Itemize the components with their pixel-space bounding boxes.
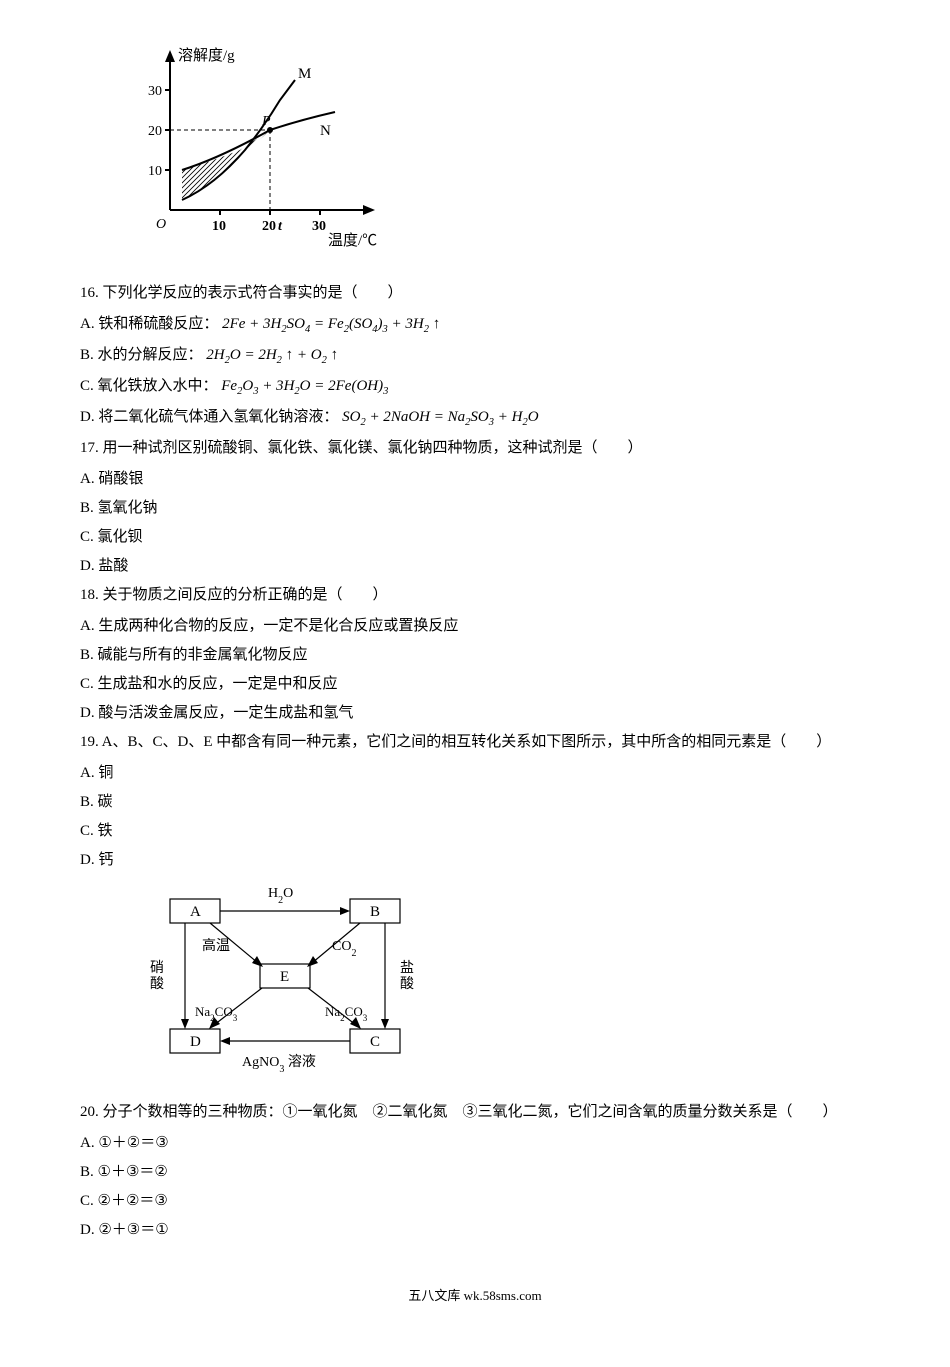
q17-optA: A. 硝酸银 <box>80 466 870 493</box>
edge-bc-label-2: 酸 <box>400 976 414 992</box>
q17-stem: 17. 用一种试剂区别硫酸铜、氯化铁、氯化镁、氯化钠四种物质，这种试剂是（ ） <box>80 435 870 462</box>
q16-optB-prefix: B. 水的分解反应： <box>80 347 203 363</box>
node-d-label: D <box>190 1034 201 1050</box>
curve-n <box>182 112 335 170</box>
footer: 五八文库 wk.58sms.com <box>80 1284 870 1307</box>
q19-optD: D. 钙 <box>80 847 870 874</box>
ylabel: 溶解度/g <box>178 47 235 64</box>
q17-optB: B. 氢氧化钠 <box>80 495 870 522</box>
q20-optA: A. ①＋②＝③ <box>80 1130 870 1157</box>
q20-optD: D. ②＋③＝① <box>80 1217 870 1244</box>
node-e-label: E <box>280 969 289 985</box>
q16-optA-prefix: A. 铁和稀硫酸反应： <box>80 316 218 332</box>
q20-optB: B. ①＋③＝② <box>80 1159 870 1186</box>
q20-optC: C. ②＋②＝③ <box>80 1188 870 1215</box>
label-m: M <box>298 66 311 82</box>
q16-optC-formula: Fe2O3 + 3H2O = 2Fe(OH)3 <box>221 378 388 394</box>
q16-optD-prefix: D. 将二氧化硫气体通入氢氧化钠溶液： <box>80 409 338 425</box>
edge-cd-label: AgNO3 溶液 <box>242 1054 316 1075</box>
x-axis-arrow <box>363 205 375 215</box>
edge-be-label: CO2 <box>332 939 356 959</box>
q17-optC: C. 氯化钡 <box>80 524 870 551</box>
q20-stem: 20. 分子个数相等的三种物质：①一氧化氮 ②二氧化氮 ③三氧化二氮，它们之间含… <box>80 1099 870 1126</box>
q19-stem: 19. A、B、C、D、E 中都含有同一种元素，它们之间的相互转化关系如下图所示… <box>80 729 870 756</box>
edge-ae-label: 高温 <box>202 937 230 954</box>
q18-optA: A. 生成两种化合物的反应，一定不是化合反应或置换反应 <box>80 613 870 640</box>
node-b-label: B <box>370 904 380 920</box>
q16-optB-formula: 2H2O = 2H2 ↑ + O2 ↑ <box>206 347 338 363</box>
xtick-30: 30 <box>312 219 326 234</box>
q18-stem: 18. 关于物质之间反应的分析正确的是（ ） <box>80 582 870 609</box>
label-n: N <box>320 123 331 139</box>
edge-ab-label: H2O <box>268 886 293 906</box>
q16-stem: 16. 下列化学反应的表示式符合事实的是（ ） <box>80 280 870 307</box>
xlabel: 温度/℃ <box>328 232 377 249</box>
q16-optA: A. 铁和稀硫酸反应： 2Fe + 3H2SO4 = Fe2(SO4)3 + 3… <box>80 311 870 340</box>
origin-label: O <box>156 217 166 232</box>
q16-optD-formula: SO2 + 2NaOH = Na2SO3 + H2O <box>342 409 538 425</box>
edge-bc-label-1: 盐 <box>400 960 414 976</box>
q19-optB: B. 碳 <box>80 789 870 816</box>
q16-optC: C. 氧化铁放入水中： Fe2O3 + 3H2O = 2Fe(OH)3 <box>80 373 870 402</box>
q16-optC-prefix: C. 氧化铁放入水中： <box>80 378 218 394</box>
ytick-20: 20 <box>148 124 162 139</box>
solubility-chart: 10 20 30 10 20 t 30 O M N <box>120 40 870 260</box>
transformation-diagram: A B E D C H2O 高温 CO2 硝 酸 <box>140 884 870 1089</box>
q16-optB: B. 水的分解反应： 2H2O = 2H2 ↑ + O2 ↑ <box>80 342 870 371</box>
edge-ad-label-2: 酸 <box>150 976 164 992</box>
q19-optC: C. 铁 <box>80 818 870 845</box>
xtick-20: 20 <box>262 219 276 234</box>
edge-ad-label-1: 硝 <box>150 960 164 976</box>
label-p: P <box>261 114 271 129</box>
ytick-10: 10 <box>148 164 162 179</box>
q18-optB: B. 碱能与所有的非金属氧化物反应 <box>80 642 870 669</box>
xtick-10: 10 <box>212 219 226 234</box>
q17-optD: D. 盐酸 <box>80 553 870 580</box>
q16-optA-formula: 2Fe + 3H2SO4 = Fe2(SO4)3 + 3H2 ↑ <box>222 316 440 332</box>
q18-optD: D. 酸与活泼金属反应，一定生成盐和氢气 <box>80 700 870 727</box>
t-marker: t <box>278 219 283 234</box>
node-c-label: C <box>370 1034 380 1050</box>
q19-optA: A. 铜 <box>80 760 870 787</box>
ytick-30: 30 <box>148 84 162 99</box>
q18-optC: C. 生成盐和水的反应，一定是中和反应 <box>80 671 870 698</box>
edge-ec-label: Na2CO3 <box>325 1004 368 1023</box>
y-axis-arrow <box>165 50 175 62</box>
node-a-label: A <box>190 904 201 920</box>
q16-optD: D. 将二氧化硫气体通入氢氧化钠溶液： SO2 + 2NaOH = Na2SO3… <box>80 404 870 433</box>
